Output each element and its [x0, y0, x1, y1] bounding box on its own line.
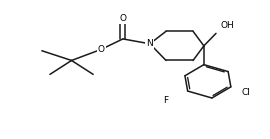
Text: N: N [147, 39, 153, 48]
Text: O: O [119, 14, 126, 23]
Text: O: O [98, 45, 105, 54]
Text: F: F [164, 96, 168, 105]
Text: OH: OH [220, 21, 234, 29]
Text: Cl: Cl [242, 88, 251, 97]
